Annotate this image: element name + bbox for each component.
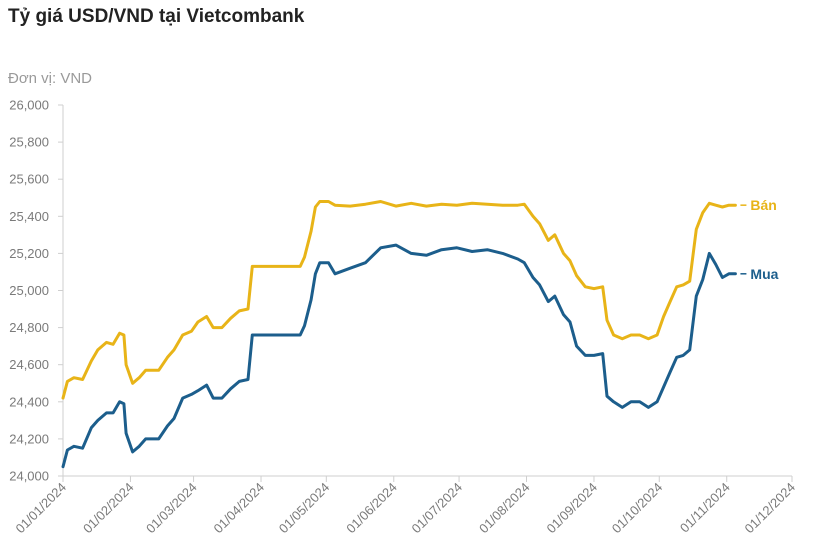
x-tick-label: 01/08/2024 [476, 480, 533, 537]
y-tick-label: 24,800 [9, 320, 49, 335]
y-tick-label: 24,400 [9, 394, 49, 409]
y-tick-label: 24,600 [9, 357, 49, 372]
chart-unit-label: Đơn vị: VND [8, 70, 93, 87]
x-tick-label: 01/01/2024 [12, 480, 69, 537]
y-tick-label: 25,800 [9, 135, 49, 150]
y-tick-label: 24,000 [9, 469, 49, 484]
y-tick-label: 25,200 [9, 246, 49, 261]
y-tick-label: 26,000 [9, 98, 49, 113]
series-line-ban [61, 200, 737, 400]
x-tick-label: 01/02/2024 [80, 480, 137, 537]
x-tick-label: 01/10/2024 [609, 480, 666, 537]
x-tick-label: 01/12/2024 [741, 480, 798, 537]
series-line-mua [61, 243, 737, 469]
x-tick-label: 01/06/2024 [343, 480, 400, 537]
x-tick-label: 01/09/2024 [543, 480, 600, 537]
x-tick-label: 01/04/2024 [211, 480, 268, 537]
y-tick-label: 25,600 [9, 172, 49, 187]
x-tick-label: 01/03/2024 [143, 480, 200, 537]
y-tick-label: 25,000 [9, 283, 49, 298]
x-tick-label: 01/07/2024 [409, 480, 466, 537]
series-label-mua: Mua [750, 266, 778, 282]
series-label-ban: Bán [750, 197, 776, 213]
chart-title: Tỷ giá USD/VND tại Vietcombank [8, 6, 305, 27]
x-tick-label: 01/11/2024 [677, 480, 733, 536]
x-tick-label: 01/05/2024 [276, 480, 333, 537]
y-tick-label: 24,200 [9, 431, 49, 446]
y-tick-label: 25,400 [9, 209, 49, 224]
